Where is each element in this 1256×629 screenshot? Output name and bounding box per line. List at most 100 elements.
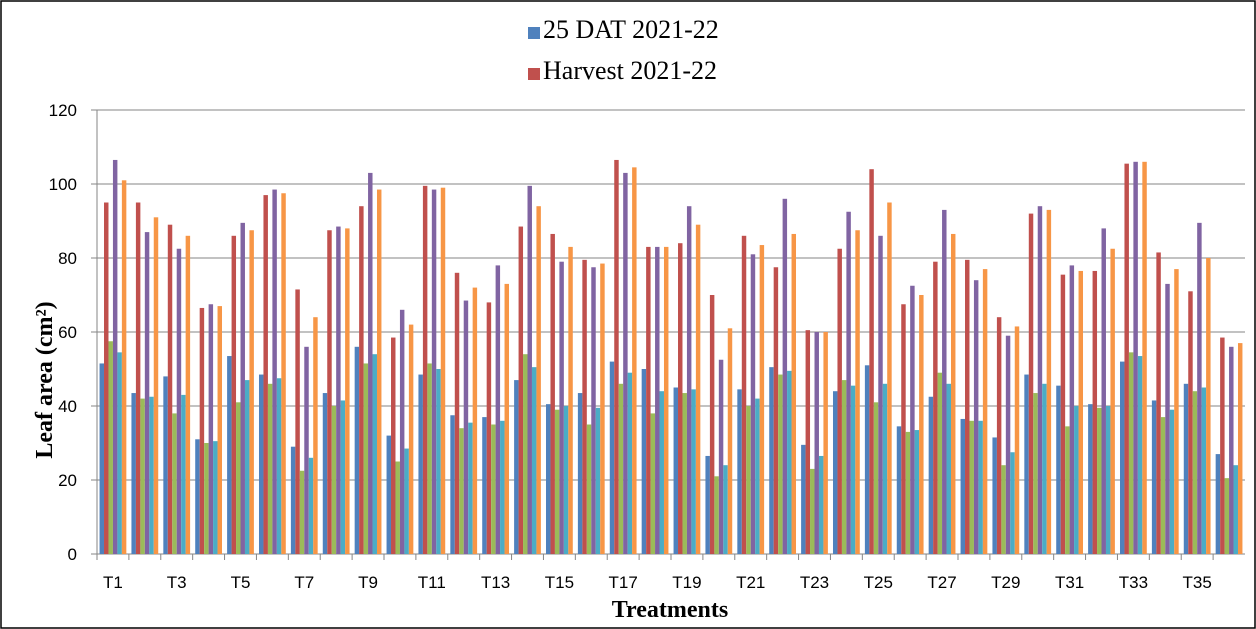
bar bbox=[982, 269, 988, 554]
bar bbox=[1005, 335, 1011, 554]
bar bbox=[331, 406, 337, 554]
bar bbox=[727, 328, 733, 554]
bar bbox=[810, 468, 815, 554]
bar bbox=[1024, 374, 1029, 554]
bar bbox=[663, 246, 669, 554]
bar bbox=[791, 233, 797, 554]
bar bbox=[1092, 270, 1098, 554]
bar bbox=[236, 402, 241, 554]
bar bbox=[841, 380, 847, 554]
bar bbox=[973, 280, 979, 554]
bar bbox=[204, 443, 209, 554]
bar bbox=[308, 457, 314, 554]
bar bbox=[905, 431, 911, 554]
x-tick-label: T33 bbox=[1119, 573, 1148, 592]
bar bbox=[1224, 478, 1230, 554]
bar bbox=[682, 393, 687, 554]
bar bbox=[108, 341, 113, 554]
bar bbox=[801, 444, 806, 554]
bar bbox=[1028, 213, 1034, 554]
bar bbox=[153, 217, 159, 555]
bar bbox=[304, 346, 309, 554]
bar bbox=[322, 393, 328, 554]
x-tick-label: T13 bbox=[481, 573, 510, 592]
bar bbox=[741, 235, 747, 555]
bar bbox=[1201, 387, 1207, 554]
bar bbox=[121, 180, 127, 555]
bar bbox=[185, 235, 191, 555]
bar bbox=[135, 202, 141, 554]
bar bbox=[1137, 356, 1143, 554]
bar bbox=[249, 230, 254, 554]
bar bbox=[1156, 252, 1161, 554]
bar bbox=[632, 167, 637, 554]
bar bbox=[686, 206, 692, 554]
bar bbox=[928, 396, 934, 554]
bar bbox=[391, 337, 396, 554]
bar bbox=[655, 246, 660, 554]
bar bbox=[691, 389, 696, 554]
bar bbox=[618, 383, 624, 554]
x-tick-label: T5 bbox=[231, 573, 251, 592]
bar bbox=[181, 394, 186, 554]
bar bbox=[614, 159, 619, 554]
bar bbox=[463, 300, 469, 554]
bar bbox=[1105, 406, 1111, 554]
bar bbox=[295, 289, 300, 554]
bar bbox=[901, 304, 906, 554]
x-tick-label: T15 bbox=[545, 573, 574, 592]
bar bbox=[937, 372, 943, 554]
bar bbox=[440, 187, 446, 554]
bar bbox=[746, 406, 751, 554]
bar bbox=[418, 374, 423, 554]
bar bbox=[946, 383, 951, 554]
bar bbox=[737, 389, 742, 554]
bar bbox=[359, 206, 364, 554]
bar bbox=[996, 317, 1002, 554]
bar bbox=[873, 402, 879, 554]
bar bbox=[436, 369, 441, 554]
bar bbox=[1133, 161, 1138, 555]
bar bbox=[231, 235, 237, 555]
bar bbox=[650, 413, 656, 554]
bar bbox=[1169, 409, 1175, 554]
bar bbox=[1065, 426, 1070, 554]
bar bbox=[486, 302, 492, 554]
bar bbox=[459, 428, 464, 554]
bar bbox=[846, 211, 851, 554]
bar bbox=[1197, 222, 1202, 554]
bar bbox=[217, 306, 223, 554]
bar bbox=[336, 226, 341, 555]
bar bbox=[514, 380, 519, 554]
bar bbox=[1060, 274, 1066, 554]
bar bbox=[267, 383, 273, 554]
x-tick-label: T9 bbox=[358, 573, 378, 592]
bar bbox=[978, 420, 983, 554]
bar bbox=[910, 285, 915, 554]
legend-label: Harvest 2021-22 bbox=[543, 56, 717, 85]
x-tick-label: T1 bbox=[103, 573, 123, 592]
bar bbox=[814, 332, 819, 554]
legend-label: 25 DAT 2021-22 bbox=[543, 15, 719, 44]
bar bbox=[919, 295, 924, 554]
bar bbox=[950, 233, 956, 554]
bar bbox=[472, 287, 478, 554]
bar bbox=[1192, 391, 1198, 554]
bar bbox=[523, 354, 528, 554]
bar bbox=[482, 417, 487, 554]
bar bbox=[609, 361, 615, 554]
x-tick-label: T29 bbox=[991, 573, 1020, 592]
bar bbox=[1233, 465, 1238, 554]
bar bbox=[313, 317, 318, 554]
bar bbox=[1128, 352, 1134, 554]
bar bbox=[172, 413, 177, 554]
bar bbox=[787, 370, 792, 554]
bar bbox=[1188, 291, 1193, 554]
bar bbox=[1056, 385, 1061, 554]
bar bbox=[695, 224, 701, 554]
bar bbox=[368, 172, 373, 554]
bar bbox=[163, 376, 168, 554]
x-axis-title: Treatments bbox=[612, 597, 728, 623]
bar bbox=[878, 235, 883, 555]
